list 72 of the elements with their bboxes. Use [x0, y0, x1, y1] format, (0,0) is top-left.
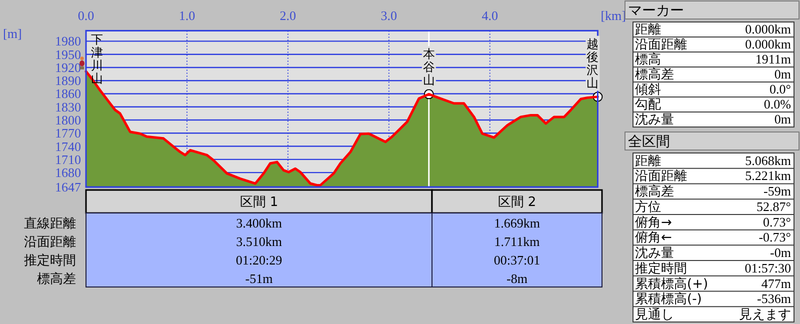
category-label: 標高差 — [37, 272, 76, 287]
category-label: 沿面距離 — [635, 169, 687, 184]
category-label: 累積標高(+) — [635, 276, 708, 292]
category-label: 勾配 — [635, 98, 661, 112]
text: 0.000km — [745, 36, 791, 52]
category-label: 区間 1 — [240, 195, 278, 210]
category-label: 推定時間 — [635, 261, 687, 276]
text: 5.068km — [745, 152, 791, 168]
text: 1.711km — [494, 234, 540, 249]
text: 00:37:01 — [494, 252, 540, 268]
category-label: 沈み量 — [635, 112, 674, 128]
text: 3.510km — [236, 234, 282, 249]
category-label: 距離 — [635, 22, 661, 38]
y-tick-label: 1710 — [55, 152, 81, 167]
category-label: 標高 — [635, 52, 661, 68]
text: マーカー — [628, 3, 684, 19]
y-tick-label: 1740 — [55, 138, 81, 154]
text: 3.400km — [236, 215, 282, 230]
y-tick-label: 1680 — [55, 165, 81, 180]
category-label: 累積標高(-) — [635, 292, 702, 308]
text: 見えます — [739, 306, 791, 322]
y-tick-label: 1860 — [55, 86, 81, 102]
text: -8m — [506, 270, 528, 286]
y-tick-label: 1830 — [55, 99, 81, 114]
category-label: 沿面距離 — [635, 38, 687, 52]
y-tick-label: 1920 — [55, 60, 81, 75]
text: 0.73° — [763, 214, 791, 230]
category-label: 傾斜 — [635, 82, 661, 98]
annotation: 越後沢山 — [586, 36, 599, 90]
text: 0m — [774, 66, 791, 82]
y-axis-title: [m] — [3, 26, 22, 41]
text: -0m — [770, 245, 791, 260]
category-label: 推定時間 — [24, 253, 76, 268]
x-tick-label: 0.0 — [78, 8, 94, 23]
category-label: 標高差 — [635, 68, 674, 82]
text: -51m — [245, 270, 273, 286]
text: 477m — [761, 276, 791, 291]
y-tick-label: 1770 — [55, 126, 81, 141]
text: 1.669km — [494, 215, 540, 230]
category-label: 直線距離 — [24, 216, 76, 232]
text: -536m — [757, 291, 791, 306]
text: 01:20:29 — [236, 252, 282, 268]
category-label: 標高差 — [635, 184, 674, 200]
text: 01:57:30 — [744, 260, 791, 276]
x-tick-label: 2.0 — [280, 8, 296, 23]
y-tick-label: 1950 — [55, 46, 81, 62]
text: -0.73° — [758, 230, 791, 245]
text: 1911m — [755, 52, 791, 66]
y-tick-label: 1980 — [55, 34, 81, 49]
category-label: 方位 — [635, 200, 661, 215]
x-tick-label: 4.0 — [482, 8, 498, 23]
text: 0.0° — [770, 82, 791, 96]
category-label: 距離 — [635, 154, 661, 169]
text: 0.0% — [764, 96, 791, 112]
text: 0m — [774, 112, 791, 126]
category-label: 沈み量 — [635, 246, 674, 262]
category-label: 沿面距離 — [24, 234, 76, 250]
text: 0.000km — [745, 22, 791, 36]
y-tick-label: 1890 — [55, 73, 81, 88]
category-label: 区間 2 — [498, 195, 536, 210]
text: 5.221km — [745, 168, 791, 184]
x-tick-label: 3.0 — [380, 8, 398, 23]
text: 全区間 — [628, 134, 670, 150]
text: 52.87° — [756, 198, 791, 214]
annotation: 本谷山 — [422, 47, 435, 88]
text: -59m — [764, 184, 791, 199]
category-label: 俯角→ — [635, 215, 672, 230]
x-tick-label: 1.0 — [178, 8, 196, 23]
y-tick-label: 1647 — [55, 180, 82, 194]
category-label: 俯角← — [635, 230, 672, 246]
y-tick-label: 1800 — [55, 112, 81, 128]
category-label: 見通し — [635, 308, 674, 322]
